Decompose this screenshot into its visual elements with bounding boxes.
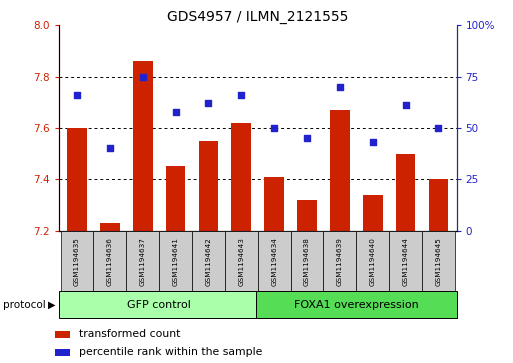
Point <box>237 92 245 98</box>
FancyBboxPatch shape <box>59 291 256 318</box>
FancyBboxPatch shape <box>324 231 357 292</box>
Point <box>402 102 410 108</box>
Bar <box>166 166 186 231</box>
FancyBboxPatch shape <box>357 231 389 292</box>
Bar <box>330 110 350 231</box>
Bar <box>199 141 219 231</box>
Point <box>73 92 81 98</box>
Text: GSM1194643: GSM1194643 <box>239 237 244 286</box>
Text: GSM1194637: GSM1194637 <box>140 237 146 286</box>
FancyBboxPatch shape <box>389 231 422 292</box>
Bar <box>264 177 284 231</box>
Point <box>303 135 311 141</box>
Point <box>139 74 147 79</box>
Text: GFP control: GFP control <box>127 299 191 310</box>
Title: GDS4957 / ILMN_2121555: GDS4957 / ILMN_2121555 <box>167 11 348 24</box>
FancyBboxPatch shape <box>422 231 455 292</box>
FancyBboxPatch shape <box>61 231 93 292</box>
FancyBboxPatch shape <box>258 231 291 292</box>
Bar <box>55 350 70 356</box>
Text: GSM1194645: GSM1194645 <box>436 237 442 286</box>
Bar <box>133 61 153 231</box>
Point <box>369 139 377 145</box>
FancyBboxPatch shape <box>256 291 457 318</box>
Text: protocol: protocol <box>3 299 45 310</box>
Text: percentile rank within the sample: percentile rank within the sample <box>79 347 262 357</box>
Bar <box>429 179 448 231</box>
FancyBboxPatch shape <box>225 231 258 292</box>
Bar <box>363 195 383 231</box>
Bar <box>100 223 120 231</box>
Bar <box>396 154 416 231</box>
FancyBboxPatch shape <box>159 231 192 292</box>
Text: GSM1194636: GSM1194636 <box>107 237 113 286</box>
FancyBboxPatch shape <box>93 231 126 292</box>
Bar <box>67 128 87 231</box>
Point <box>435 125 443 131</box>
FancyBboxPatch shape <box>192 231 225 292</box>
Bar <box>55 331 70 338</box>
Text: FOXA1 overexpression: FOXA1 overexpression <box>294 299 419 310</box>
Text: GSM1194642: GSM1194642 <box>206 237 211 286</box>
Text: transformed count: transformed count <box>79 329 180 339</box>
Text: GSM1194638: GSM1194638 <box>304 237 310 286</box>
Point <box>204 101 212 106</box>
Bar <box>297 200 317 231</box>
FancyBboxPatch shape <box>291 231 324 292</box>
Point <box>336 84 344 90</box>
Bar <box>231 123 251 231</box>
Point <box>270 125 279 131</box>
Text: GSM1194644: GSM1194644 <box>403 237 409 286</box>
FancyBboxPatch shape <box>126 231 159 292</box>
Text: GSM1194635: GSM1194635 <box>74 237 80 286</box>
Text: GSM1194639: GSM1194639 <box>337 237 343 286</box>
Point <box>171 109 180 114</box>
Point <box>106 146 114 151</box>
Text: GSM1194640: GSM1194640 <box>370 237 376 286</box>
Text: GSM1194634: GSM1194634 <box>271 237 277 286</box>
Text: ▶: ▶ <box>48 299 55 310</box>
Text: GSM1194641: GSM1194641 <box>173 237 179 286</box>
